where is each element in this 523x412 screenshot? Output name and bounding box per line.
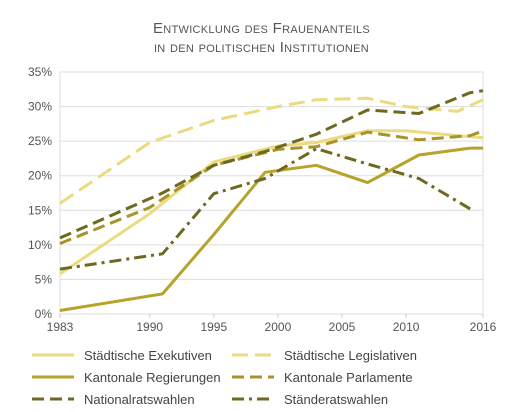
x-tick-label: 1983 <box>47 320 74 334</box>
legend-swatch <box>232 375 274 379</box>
legend-swatch <box>232 397 274 401</box>
series-line-1 <box>59 129 484 276</box>
chart-title-line2: in den politischen Institutionen <box>153 39 370 56</box>
y-tick-label: 5% <box>35 272 53 286</box>
legend-swatch <box>32 353 74 357</box>
x-tick-label: 1995 <box>200 320 227 334</box>
series-line-2 <box>59 96 484 205</box>
legend-item: Kantonale Parlamente <box>232 368 413 386</box>
legend-label: Städtische Legislativen <box>284 347 417 363</box>
chart-title-line1: Entwicklung des Frauenanteils <box>152 20 371 37</box>
legend-label: Ständeratswahlen <box>284 391 389 407</box>
legend-label: Kantonale Regierungen <box>84 369 221 385</box>
y-tick-label: 30% <box>28 100 52 114</box>
legend-label: Nationalratswahlen <box>84 391 195 407</box>
x-tick-label: 2010 <box>393 320 420 334</box>
legend-swatch <box>32 375 74 379</box>
legend-item: Kantonale Regierungen <box>32 368 221 386</box>
series-line-3 <box>59 146 483 312</box>
legend-swatch <box>232 353 274 357</box>
y-tick-label: 35% <box>28 65 52 79</box>
x-tick-label: 1990 <box>136 320 163 334</box>
y-tick-label: 20% <box>28 169 52 183</box>
legend-label: Kantonale Parlamente <box>284 369 413 385</box>
y-tick-label: 25% <box>28 134 52 148</box>
legend-swatch <box>32 397 74 401</box>
x-tick-label: 2000 <box>265 320 292 334</box>
legend-item: Nationalratswahlen <box>32 390 195 408</box>
series-line-6 <box>59 147 471 271</box>
y-tick-label: 0% <box>35 307 53 321</box>
legend-item: Ständeratswahlen <box>232 390 388 408</box>
legend-item: Städtische Exekutiven <box>32 346 212 364</box>
x-tick-label: 2005 <box>329 320 356 334</box>
y-tick-label: 15% <box>28 203 52 217</box>
legend-item: Städtische Legislativen <box>232 346 417 364</box>
legend-label: Städtische Exekutiven <box>84 347 212 363</box>
series-line-4 <box>59 129 484 245</box>
y-tick-label: 10% <box>28 238 52 252</box>
series-line-5 <box>59 89 484 240</box>
x-tick-label: 2016 <box>470 320 497 334</box>
